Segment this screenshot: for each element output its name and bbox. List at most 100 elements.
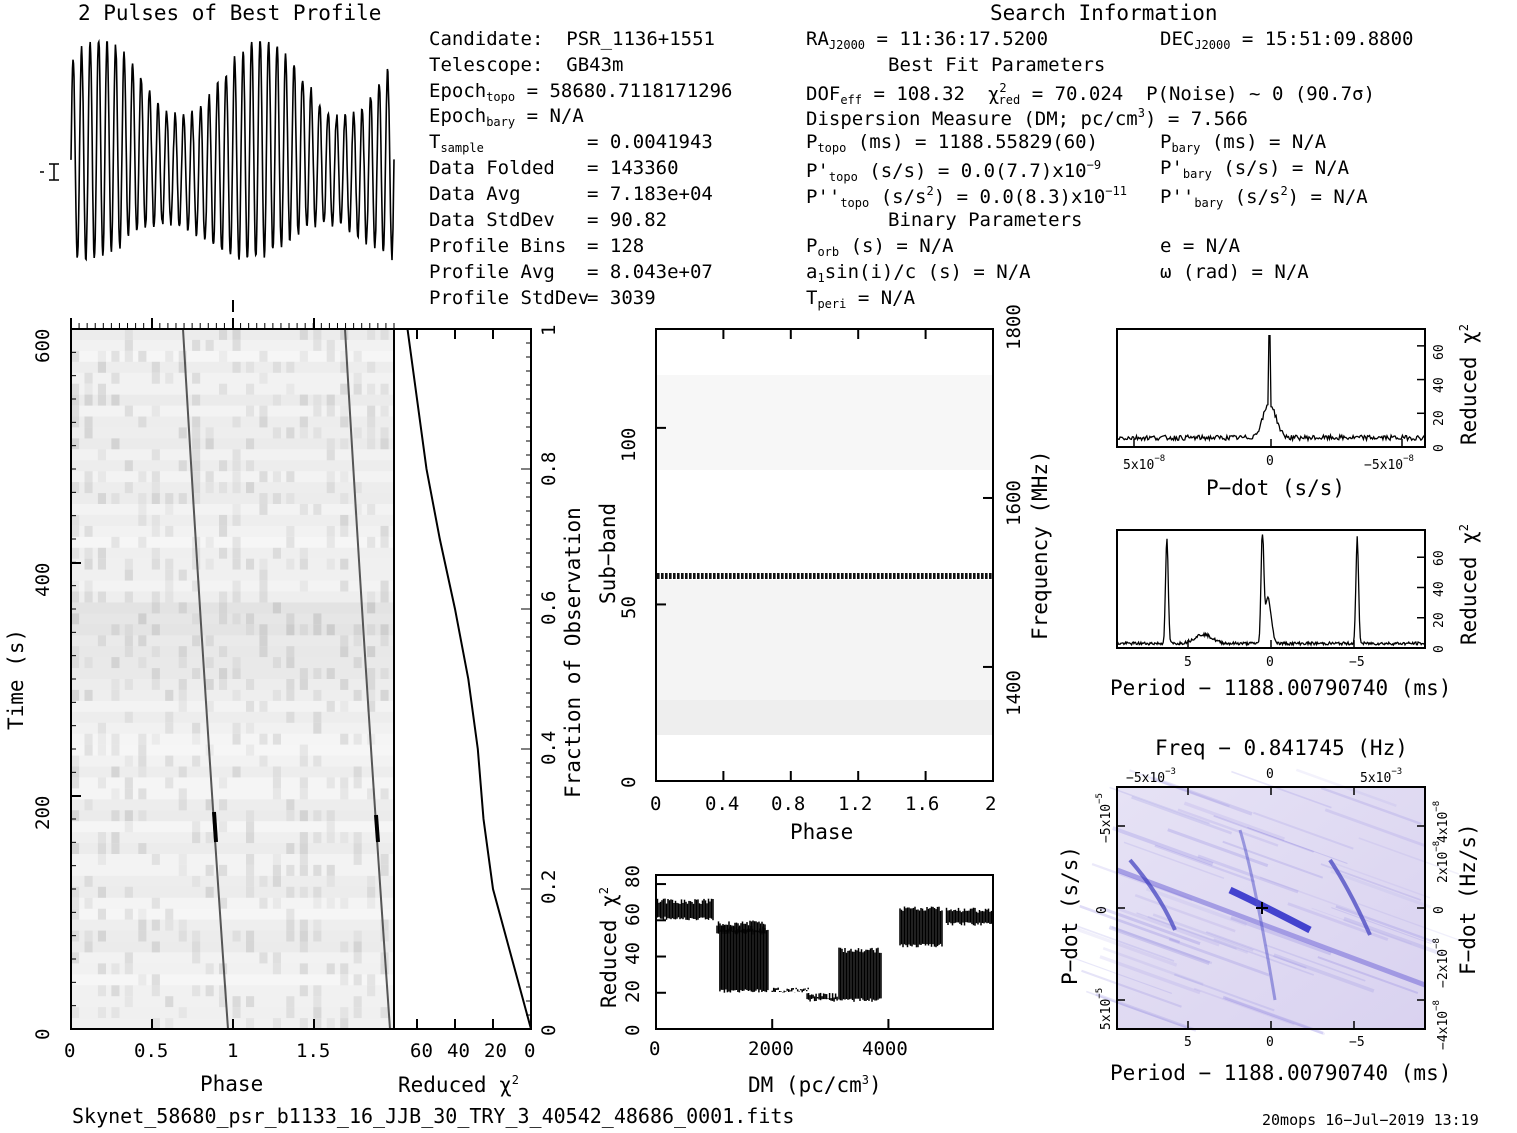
time-phase-ticks [70,300,395,1030]
tp-row [71,897,394,910]
tp-cell [286,613,295,625]
tp-cell [84,744,93,756]
tp-cell [232,1007,241,1019]
tp-cell [111,733,120,746]
tp-row [71,875,394,888]
sb-cell [869,573,872,579]
tp-cell [232,766,241,778]
tp-cell [246,996,255,1008]
pp-streak [1109,786,1210,825]
tp-cell [84,897,93,910]
tp-cell [205,985,214,997]
tp-cell [272,952,281,964]
period2-tick-0: 0 [1266,1035,1274,1050]
tp-cell [246,744,255,756]
tp-cell [124,908,133,921]
dmchi-tick-80: 80 [622,865,644,888]
tp-cell [367,689,376,702]
tp-row [71,974,394,986]
time-phase-plot [70,300,395,1030]
tp-cell [367,788,376,800]
sb-cell [713,573,716,579]
tp-cell [192,580,201,592]
tp-cell [232,416,241,428]
dm-chi-ticks [655,883,890,1030]
pdot-chi-plot [1116,328,1426,448]
tp-cell [246,832,255,844]
tp-cell [165,711,174,724]
tp-cell [353,832,362,844]
pp-streak [1273,953,1375,993]
tp-cell [71,930,80,942]
sb-cell [681,573,684,579]
tp-cell [205,963,214,975]
tp-cell [71,514,80,527]
tp-cell [178,864,187,877]
tp-cell [205,471,214,483]
tp-row [71,679,394,691]
profile-bins-label: Profile Bins [429,235,567,257]
tp-cell [124,711,133,724]
sb-cell [901,573,904,579]
sb-cell [885,573,888,579]
tp-cell [84,580,93,592]
porb-label: Porb (s) = N/A [806,235,954,259]
pp-streak [1076,927,1178,967]
tp-cell [151,941,160,953]
tp-cell [313,1007,322,1019]
sb-cell [945,573,948,579]
tp-cell [151,361,160,374]
pdot2-tick-neg: −5x10−5 [1095,793,1114,843]
tp-cell [219,525,228,538]
tp-cell [299,843,308,855]
tp-cell [178,569,187,581]
sb-cell [937,573,940,579]
pp-streak [1118,907,1220,947]
tp-cell [151,919,160,931]
tp-cell [205,886,214,899]
pbary-label: Pbary (ms) = N/A [1160,131,1327,155]
time-phase-tracks [182,328,391,1030]
dm-chi-plot [655,874,994,1030]
tp-cell [299,832,308,844]
telescope-label: Telescope: GB43m [429,54,624,76]
tp-cell [71,646,80,658]
tp-cell [219,985,228,997]
tp-cell [111,372,120,385]
tp-cell [326,963,335,975]
tp-cell [111,985,120,997]
tp-row [71,493,394,505]
tp-cell [71,591,80,603]
tp-cell [178,854,187,866]
phase-axis-label: Phase [200,1072,264,1096]
tp-cell [192,460,201,472]
tp-cell [353,383,362,396]
tp-cell [340,329,349,341]
sb-cell [689,573,692,579]
tp-cell [286,864,295,877]
tp-cell [353,372,362,385]
tp-cell [340,416,349,428]
tp-cell [299,427,308,439]
period-chi-plot [1116,529,1426,649]
tp-row [71,788,394,800]
tp-cell [97,471,106,483]
tp-cell [340,383,349,396]
tp-row [71,427,394,439]
profile-bins-value: = 128 [587,235,645,257]
tp-cell [299,504,308,516]
pp-streak [1154,844,1256,883]
period-tick-0: 0 [1266,655,1274,670]
tp-cell [97,350,106,363]
tp-cell [97,854,106,866]
tp-cell [192,339,201,352]
tp-cell [246,930,255,942]
sb-cell [953,573,956,579]
sb-cell [757,573,760,579]
tp-cell [367,361,376,374]
tp-cell [367,875,376,888]
pp-streak [1358,837,1460,875]
sb-cell [745,573,748,579]
sb-cell [829,573,832,579]
tp-cell [111,624,120,636]
